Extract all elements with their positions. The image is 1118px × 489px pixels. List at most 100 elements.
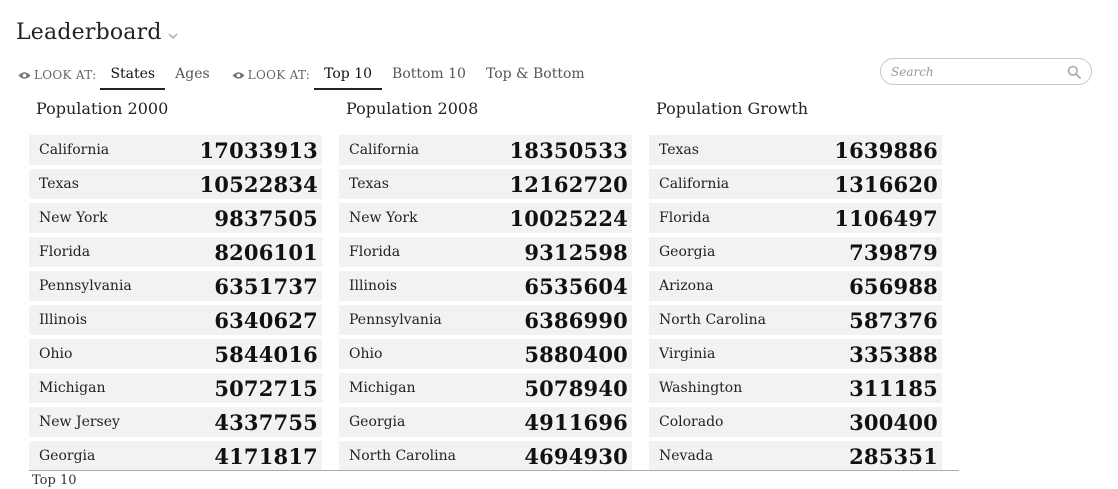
row-value: 311185 (849, 375, 938, 401)
column-title: Population Growth (656, 99, 809, 118)
row-name: Colorado (659, 414, 724, 430)
row-value: 1639886 (834, 137, 938, 163)
list-item[interactable]: New York 10025224 (339, 203, 632, 233)
row-value: 739879 (849, 239, 938, 265)
column-population-growth: Population Growth Texas 1639886 California… (649, 96, 942, 475)
row-value: 4337755 (214, 409, 318, 435)
row-value: 5072715 (214, 375, 318, 401)
column-population-2000: Population 2000 California 17033913 Texas 1… (29, 96, 322, 475)
list-item[interactable]: North Carolina 587376 (649, 305, 942, 335)
row-name: New York (39, 210, 108, 226)
row-name: Florida (39, 244, 91, 260)
row-value: 8206101 (214, 239, 318, 265)
list-item[interactable]: Florida 1106497 (649, 203, 942, 233)
list-item[interactable]: Texas 10522834 (29, 169, 322, 199)
row-name: Virginia (659, 346, 716, 362)
list-item[interactable]: California 1316620 (649, 169, 942, 199)
row-value: 285351 (849, 443, 938, 469)
row-name: Florida (659, 210, 711, 226)
row-value: 4694930 (524, 443, 628, 469)
eye-icon (18, 71, 31, 79)
list-item[interactable]: Georgia 4911696 (339, 407, 632, 437)
title-dropdown[interactable]: Leaderboard (16, 20, 178, 45)
row-value: 10025224 (509, 205, 628, 231)
row-name: North Carolina (349, 448, 456, 464)
list-item[interactable]: Illinois 6340627 (29, 305, 322, 335)
chevron-down-icon (168, 33, 178, 39)
look-at-label: LOOK AT: (18, 68, 96, 82)
list-item[interactable]: Illinois 6535604 (339, 271, 632, 301)
list-item[interactable]: Georgia 739879 (649, 237, 942, 267)
row-value: 5880400 (524, 341, 628, 367)
row-name: New York (349, 210, 418, 226)
row-value: 5844016 (214, 341, 318, 367)
row-value: 1316620 (834, 171, 938, 197)
filter-group-range: LOOK AT: Top 10 Bottom 10 Top & Bottom (232, 60, 595, 90)
row-name: Pennsylvania (39, 278, 132, 294)
row-name: New Jersey (39, 414, 120, 430)
search-box (880, 58, 1092, 85)
column-title: Population 2000 (36, 99, 169, 118)
list-item[interactable]: Colorado 300400 (649, 407, 942, 437)
row-value: 17033913 (199, 137, 318, 163)
tab-states[interactable]: States (100, 60, 166, 90)
tab-bottom-10[interactable]: Bottom 10 (392, 66, 466, 82)
row-name: Texas (39, 176, 79, 192)
list-item[interactable]: Pennsylvania 6351737 (29, 271, 322, 301)
search-input[interactable] (891, 64, 1067, 79)
list-item[interactable]: Washington 311185 (649, 373, 942, 403)
list-item[interactable]: Florida 8206101 (29, 237, 322, 267)
row-value: 9837505 (214, 205, 318, 231)
column-title: Population 2008 (346, 99, 479, 118)
list-item[interactable]: Nevada 285351 (649, 441, 942, 471)
row-name: Illinois (349, 278, 398, 294)
list-item[interactable]: Michigan 5078940 (339, 373, 632, 403)
page-title: Leaderboard (16, 20, 162, 45)
row-value: 5078940 (524, 375, 628, 401)
list-item[interactable]: North Carolina 4694930 (339, 441, 632, 471)
row-value: 587376 (849, 307, 938, 333)
eye-icon (232, 71, 245, 79)
leaderboard-columns: Population 2000 California 17033913 Texas 1… (29, 96, 959, 475)
tab-top-and-bottom[interactable]: Top & Bottom (485, 66, 585, 82)
list-item[interactable]: Florida 9312598 (339, 237, 632, 267)
look-at-label: LOOK AT: (232, 68, 310, 82)
row-value: 335388 (849, 341, 938, 367)
row-name: Texas (349, 176, 389, 192)
row-value: 6340627 (214, 307, 318, 333)
row-name: Washington (659, 380, 743, 396)
column-population-2008: Population 2008 California 18350533 Texas 1… (339, 96, 632, 475)
filter-bar: LOOK AT: States Ages LOOK AT: Top 10 Bot… (18, 60, 607, 90)
search-icon[interactable] (1067, 65, 1081, 79)
tab-ages[interactable]: Ages (175, 66, 210, 82)
row-name: Ohio (349, 346, 383, 362)
list-item[interactable]: Ohio 5844016 (29, 339, 322, 369)
row-name: Michigan (349, 380, 416, 396)
row-name: California (659, 176, 730, 192)
row-name: California (39, 142, 110, 158)
list-item[interactable]: Texas 12162720 (339, 169, 632, 199)
row-value: 300400 (849, 409, 938, 435)
list-item[interactable]: Texas 1639886 (649, 135, 942, 165)
tab-top-10[interactable]: Top 10 (314, 60, 383, 90)
list-item[interactable]: Arizona 656988 (649, 271, 942, 301)
list-item[interactable]: Pennsylvania 6386990 (339, 305, 632, 335)
list-item[interactable]: Michigan 5072715 (29, 373, 322, 403)
row-name: Illinois (39, 312, 88, 328)
row-name: Georgia (39, 448, 96, 464)
list-item[interactable]: Ohio 5880400 (339, 339, 632, 369)
list-item[interactable]: California 17033913 (29, 135, 322, 165)
row-name: Georgia (659, 244, 716, 260)
list-item[interactable]: Georgia 4171817 (29, 441, 322, 471)
row-name: Michigan (39, 380, 106, 396)
row-name: Florida (349, 244, 401, 260)
row-value: 10522834 (199, 171, 318, 197)
list-item[interactable]: New Jersey 4337755 (29, 407, 322, 437)
row-value: 656988 (849, 273, 938, 299)
list-item[interactable]: California 18350533 (339, 135, 632, 165)
row-value: 12162720 (509, 171, 628, 197)
list-item[interactable]: Virginia 335388 (649, 339, 942, 369)
row-value: 6351737 (214, 273, 318, 299)
list-item[interactable]: New York 9837505 (29, 203, 322, 233)
